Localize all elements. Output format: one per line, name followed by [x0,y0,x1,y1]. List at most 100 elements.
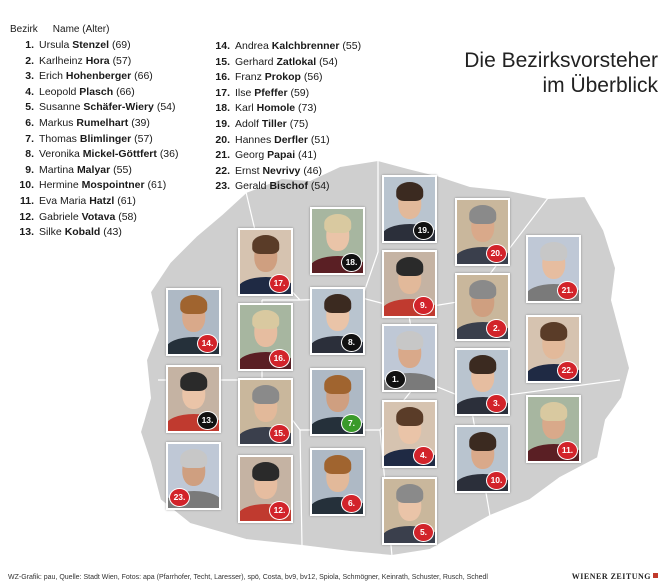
portrait-photo: 14. [166,288,221,356]
photo-hair [251,385,280,405]
photo-hair [395,182,424,202]
district-badge: 14. [197,334,218,353]
district-badge: 16. [269,349,290,368]
photo-credits: WZ-Grafik: pau, Quelle: Stadt Wien, Foto… [8,574,488,581]
portrait-photo: 9. [382,250,437,318]
list-item: 9. Martina Malyar (55) [25,163,132,176]
district-badge: 12. [269,501,290,520]
title-line-1: Die Bezirksvorsteher [464,49,658,72]
photo-hair [323,294,352,314]
list-header: Bezirk Name (Alter) [10,24,109,35]
portrait-photo: 4. [382,400,437,468]
list-item: 15. Gerhard Zatlokal (54) [215,55,338,68]
district-badge: 3. [486,394,507,413]
list-item: 21. Georg Papai (41) [215,149,317,162]
title-line-2: im Überblick [542,74,658,97]
district-badge: 9. [413,296,434,315]
photo-hair [395,407,424,427]
portrait-photo: 7. [310,368,365,436]
list-item: 19. Adolf Tiller (75) [215,117,309,130]
portrait-photo: 17. [238,228,293,296]
publisher-logo: WIENER ZEITUNG [572,572,658,581]
portrait-photo: 6. [310,448,365,516]
district-list-left: 1. Ursula Stenzel (69) 2. Karlheinz Hora (… [6,38,179,241]
portrait-photo: 3. [455,348,510,416]
list-item: 10. Hermine Mospointner (61) [19,179,167,192]
list-item: 23. Gerald Bischof (54) [215,180,330,193]
photo-hair [179,449,208,469]
portrait-photo: 1. [382,324,437,392]
district-badge: 18. [341,253,362,272]
photo-hair [323,455,352,475]
photo-hair [323,375,352,395]
portrait-photo: 2. [455,273,510,341]
district-badge: 23. [169,488,190,507]
district-badge: 1. [385,370,406,389]
portrait-photo: 12. [238,455,293,523]
district-badge: 22. [557,361,578,380]
portrait-photo: 5. [382,477,437,545]
list-item: 7. Thomas Blimlinger (57) [25,132,153,145]
logo-mark [653,573,658,578]
district-badge: 20. [486,244,507,263]
district-badge: 10. [486,471,507,490]
portrait-photo: 16. [238,303,293,371]
list-item: 18. Karl Homole (73) [215,102,317,115]
district-badge: 21. [557,281,578,300]
page-title: Die Bezirksvorsteher im Überblick [464,48,658,98]
district-badge: 17. [269,274,290,293]
list-item: 5. Susanne Schäfer-Wiery (54) [25,101,176,114]
district-badge: 6. [341,494,362,513]
list-item: 1. Ursula Stenzel (69) [25,39,131,51]
photo-hair [468,205,497,225]
portrait-photo: 20. [455,198,510,266]
photo-hair [395,257,424,277]
list-item: 2. Karlheinz Hora (57) [25,54,132,67]
photo-hair [179,295,208,315]
list-item: 14. Andrea Kalchbrenner (55) [215,40,362,52]
publisher-name: WIENER ZEITUNG [571,572,651,581]
photo-hair [539,322,568,342]
district-badge: 8. [341,333,362,352]
list-item: 12. Gabriele Votava (58) [19,210,137,223]
photo-hair [179,372,208,392]
district-badge: 4. [413,446,434,465]
district-badge: 11. [557,441,578,460]
portrait-photo: 15. [238,378,293,446]
district-list-right: 14. Andrea Kalchbrenner (55) 15. Gerhard Z… [202,39,361,195]
photo-hair [251,235,280,255]
portrait-photo: 21. [526,235,581,303]
list-item: 17. Ilse Pfeffer (59) [215,86,310,99]
list-item: 3. Erich Hohenberger (66) [25,70,153,83]
district-badge: 19. [413,221,434,240]
portrait-photo: 11. [526,395,581,463]
list-item: 20. Hannes Derfler (51) [215,133,330,146]
district-badge: 13. [197,411,218,430]
portrait-photo: 8. [310,287,365,355]
photo-hair [395,484,424,504]
photo-hair [251,310,280,330]
list-item: 16. Franz Prokop (56) [215,71,323,84]
photo-hair [539,242,568,262]
header-name-age: Name (Alter) [52,24,110,35]
portrait-photo: 23. [166,442,221,510]
photo-hair [323,214,352,234]
list-item: 11. Eva Maria Hatzl (61) [19,194,136,207]
district-badge: 2. [486,319,507,338]
portrait-photo: 10. [455,425,510,493]
header-district: Bezirk [10,24,38,35]
photo-hair [539,402,568,422]
photo-hair [468,432,497,452]
portrait-photo: 18. [310,207,365,275]
list-item: 22. Ernst Nevrivy (46) [215,164,322,177]
district-badge: 7. [341,414,362,433]
list-item: 13. Silke Kobald (43) [19,226,122,239]
list-item: 4. Leopold Plasch (66) [25,85,135,98]
portrait-photo: 13. [166,365,221,433]
list-item: 6. Markus Rumelhart (39) [25,116,150,129]
photo-hair [251,462,280,482]
district-badge: 15. [269,424,290,443]
portrait-photo: 19. [382,175,437,243]
district-badge: 5. [413,523,434,542]
list-item: 8. Veronika Mickel-Göttfert (36) [25,148,179,161]
